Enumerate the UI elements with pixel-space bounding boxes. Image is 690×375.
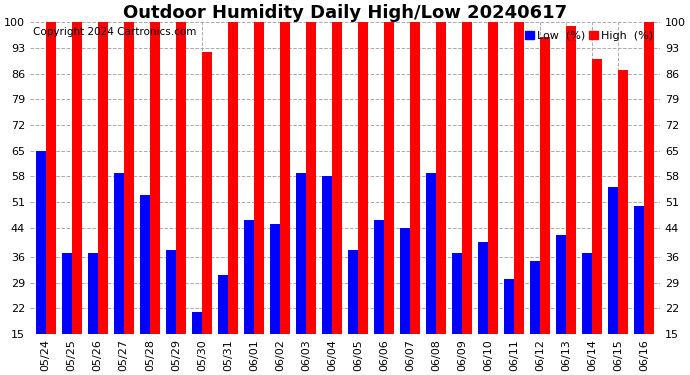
Bar	[46, 22, 55, 334]
Bar	[114, 172, 124, 334]
Text: Copyright 2024 Cartronics.com: Copyright 2024 Cartronics.com	[33, 27, 197, 37]
Bar	[592, 59, 602, 334]
Bar	[166, 250, 176, 334]
Bar	[218, 275, 228, 334]
Bar	[88, 254, 98, 334]
Bar	[358, 22, 368, 334]
Bar	[582, 254, 592, 334]
Bar	[244, 220, 254, 334]
Bar	[280, 22, 290, 334]
Bar	[644, 22, 654, 334]
Bar	[228, 22, 238, 334]
Bar	[384, 22, 394, 334]
Bar	[202, 52, 212, 334]
Bar	[635, 206, 644, 334]
Bar	[332, 22, 342, 334]
Bar	[72, 22, 81, 334]
Bar	[270, 224, 280, 334]
Bar	[609, 188, 618, 334]
Bar	[618, 70, 628, 334]
Bar	[322, 176, 332, 334]
Bar	[488, 22, 498, 334]
Bar	[410, 22, 420, 334]
Bar	[478, 242, 488, 334]
Bar	[436, 22, 446, 334]
Bar	[98, 22, 108, 334]
Bar	[504, 279, 514, 334]
Bar	[426, 172, 436, 334]
Bar	[176, 22, 186, 334]
Bar	[566, 26, 576, 334]
Legend: Low  (%), High  (%): Low (%), High (%)	[524, 30, 654, 42]
Bar	[531, 261, 540, 334]
Bar	[124, 22, 134, 334]
Bar	[36, 151, 46, 334]
Bar	[192, 312, 202, 334]
Bar	[400, 228, 410, 334]
Bar	[556, 235, 566, 334]
Bar	[150, 22, 159, 334]
Bar	[514, 22, 524, 334]
Bar	[306, 22, 316, 334]
Bar	[462, 22, 472, 334]
Bar	[452, 254, 462, 334]
Bar	[348, 250, 358, 334]
Title: Outdoor Humidity Daily High/Low 20240617: Outdoor Humidity Daily High/Low 20240617	[123, 4, 567, 22]
Bar	[374, 220, 384, 334]
Bar	[254, 22, 264, 334]
Bar	[296, 172, 306, 334]
Bar	[540, 37, 550, 334]
Bar	[62, 254, 72, 334]
Bar	[140, 195, 150, 334]
